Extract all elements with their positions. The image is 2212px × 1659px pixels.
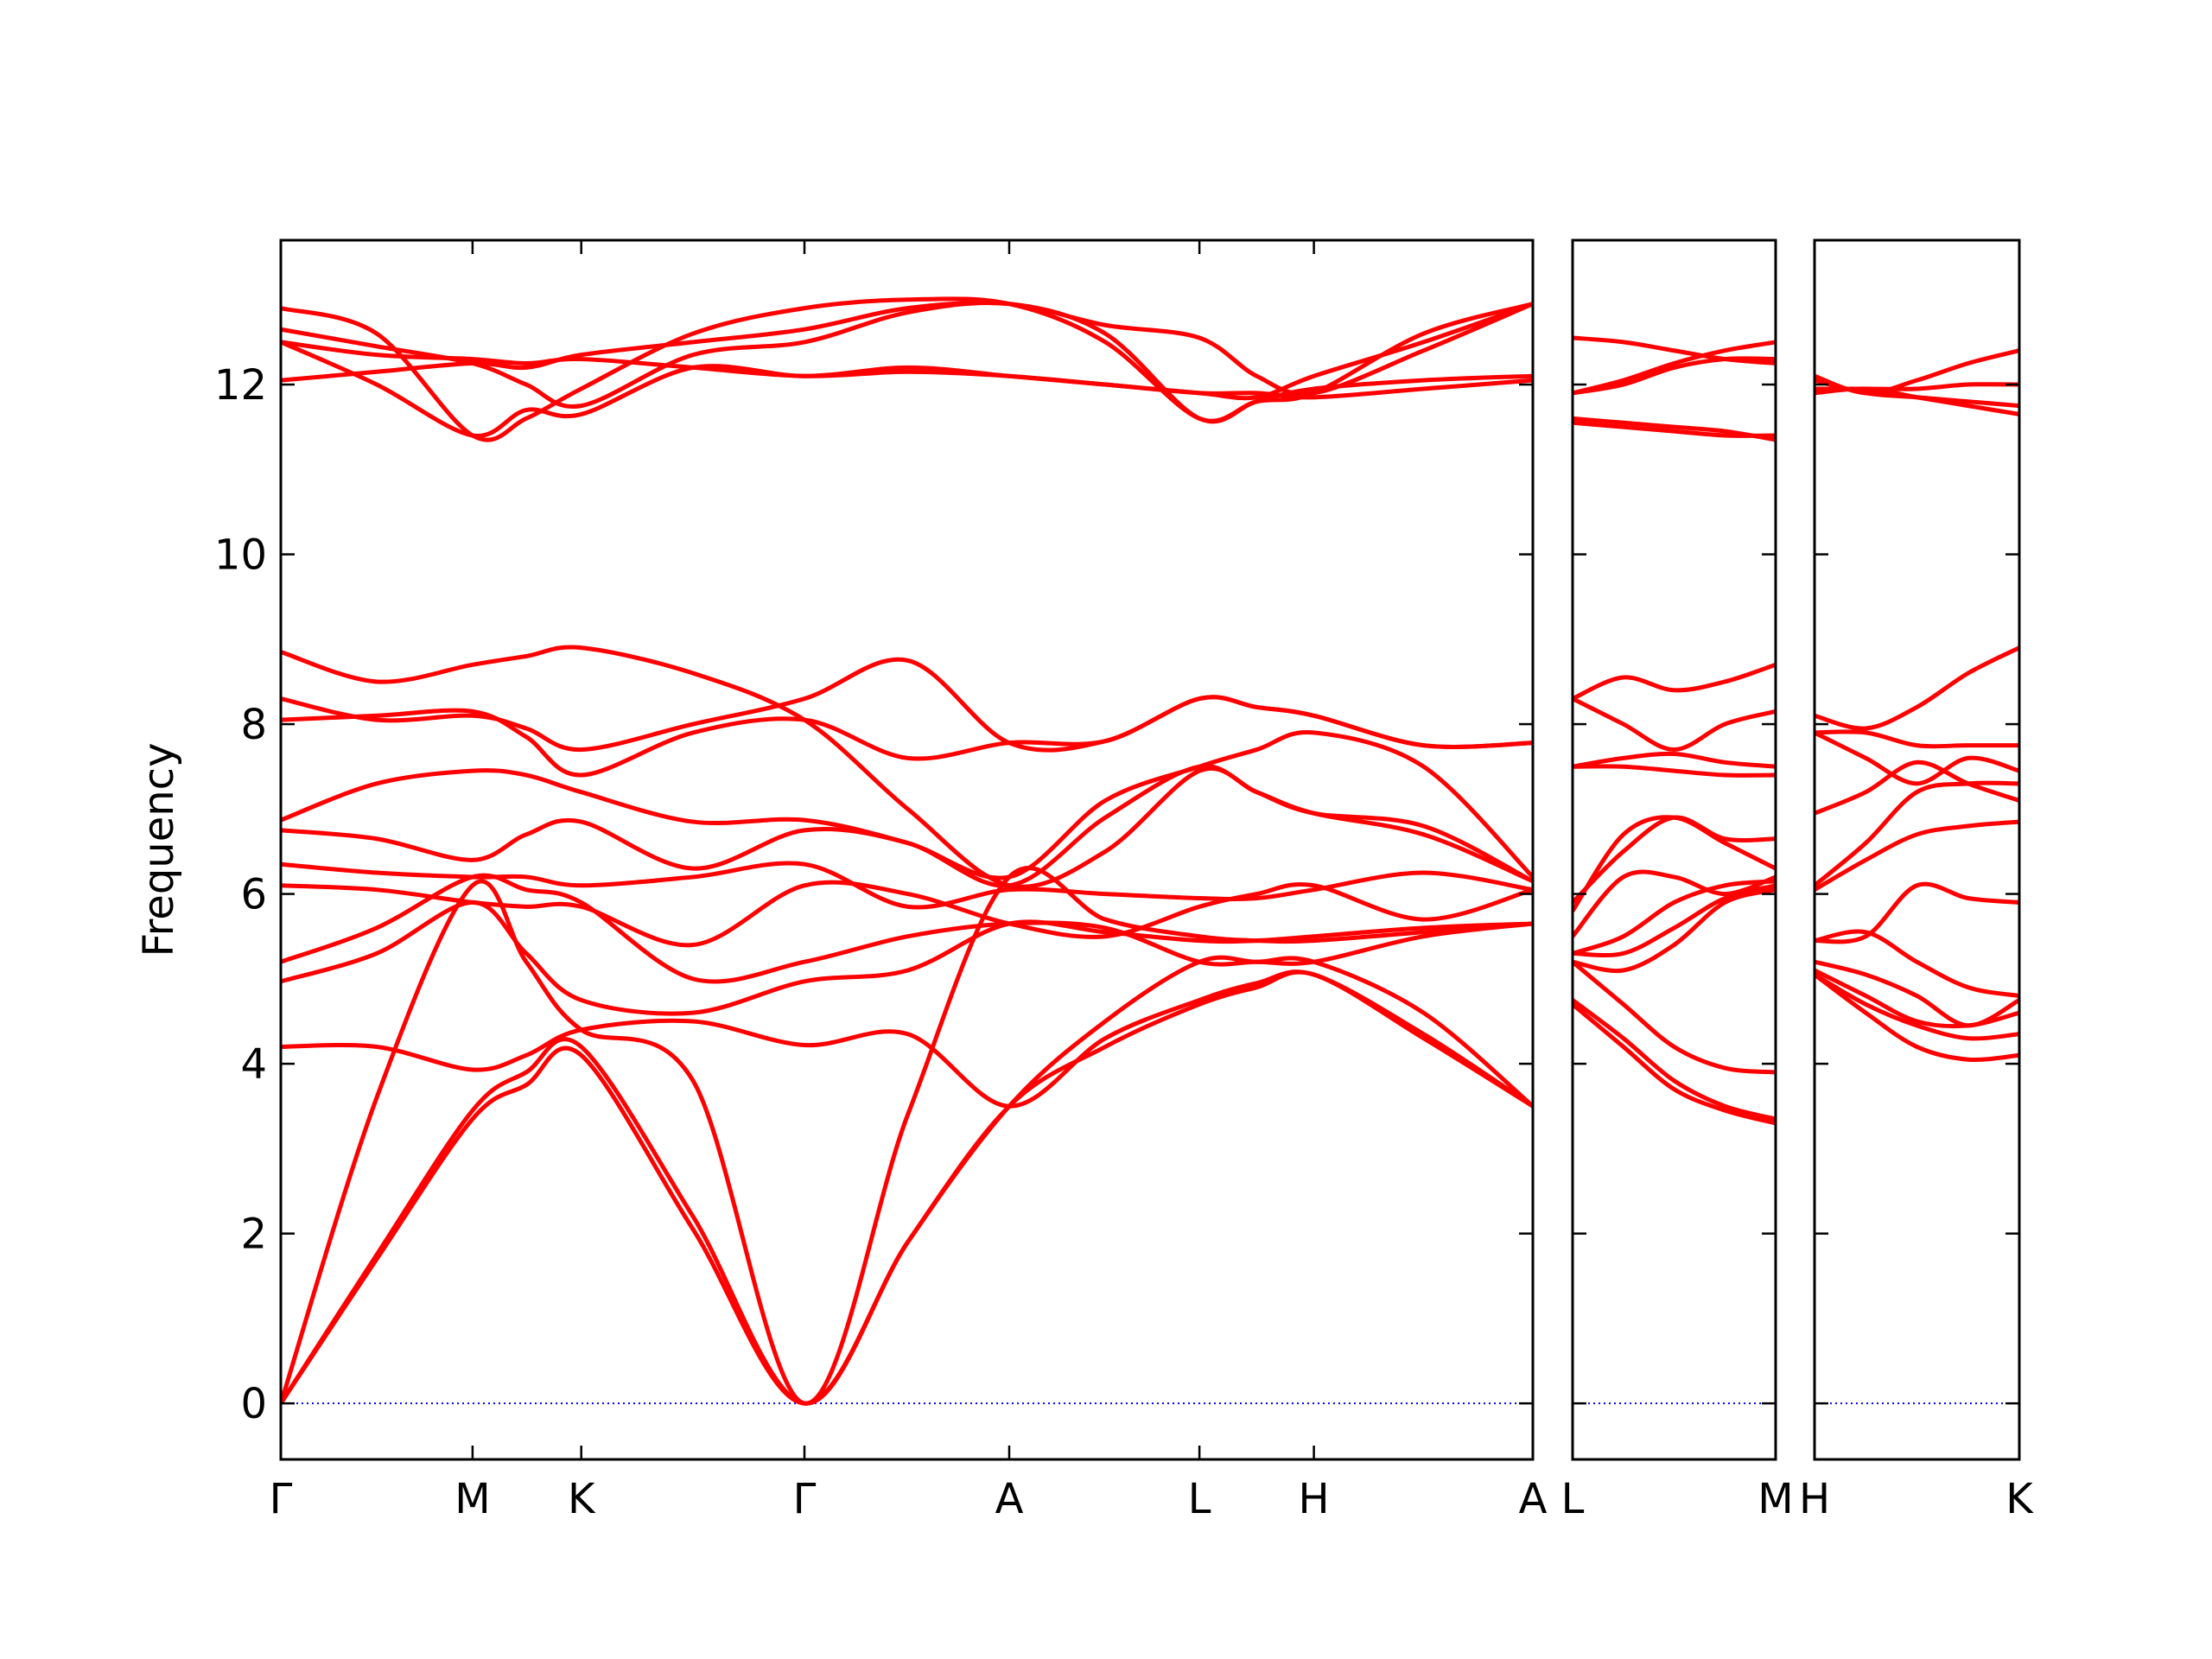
band-line [1573,696,1776,753]
band-line [1573,416,1776,442]
band-line [1573,998,1776,1122]
plot-area [1573,335,1776,1405]
y-tick-label: 2 [240,1211,267,1259]
y-tick-label: 0 [240,1380,267,1428]
y-tick-label: 4 [240,1040,267,1089]
band-line [1815,819,2019,892]
band-line [1815,929,2019,998]
plot-area [281,296,1533,1406]
x-tick-label: K [2005,1475,2034,1523]
band-line [281,880,1533,948]
x-tick-label: M [454,1475,490,1523]
band-line [281,340,1533,400]
band-line [1573,764,1776,778]
band-line [281,955,1533,1406]
band-line [1815,881,2019,944]
x-tick-label: Γ [793,1475,817,1523]
band-line [281,657,1533,753]
band-line [1815,730,2019,786]
band-line [1573,887,1776,974]
plot-area [1815,348,2019,1405]
band-line [281,969,1533,1109]
y-axis-label: Frequency [135,743,183,957]
band-line [1815,780,2019,887]
band-line [1573,356,1776,396]
axes-frame [1813,238,2021,1461]
x-tick-label: K [568,1475,596,1523]
band-line [1573,1002,1776,1126]
band-line [1815,348,2019,396]
y-tick-label: 12 [214,361,267,410]
band-line [1815,972,2019,1062]
x-tick-label: A [995,1475,1024,1523]
band-line [1573,879,1776,956]
x-tick-label: L [1188,1475,1211,1523]
y-tick-label: 6 [240,871,267,919]
band-line [1815,972,2019,1041]
band-line [1815,959,2019,1028]
band-line [281,300,1533,397]
band-line [1573,815,1776,905]
band-line [281,296,1533,442]
band-line [1573,335,1776,365]
band-line [281,300,1533,424]
x-tick-label: H [1299,1475,1330,1523]
y-tick-label: 10 [214,531,267,580]
x-tick-label: M [1758,1475,1793,1523]
band-line [1573,340,1776,396]
band-line [1573,960,1776,1075]
x-tick-label: Γ [270,1475,293,1523]
band-line [1815,760,2019,816]
band-line [281,645,1533,889]
band-line [281,899,1533,1016]
x-tick-label: H [1799,1475,1830,1523]
band-line [281,302,1533,438]
y-tick-label: 8 [240,701,267,749]
band-line [1815,645,2019,731]
band-line [1573,869,1776,938]
x-tick-label: A [1519,1475,1548,1523]
band-line [1573,662,1776,701]
band-line [1815,729,2019,749]
axes-frame [279,238,1535,1461]
axes-frame [1571,238,1777,1461]
band-line [281,861,1533,910]
x-tick-label: L [1561,1475,1585,1523]
band-line [281,730,1533,880]
band-line [1573,751,1776,769]
